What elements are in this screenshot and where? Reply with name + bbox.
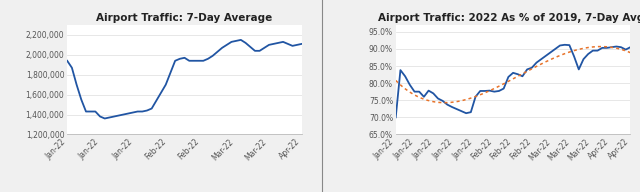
Title: Airport Traffic: 2022 As % of 2019, 7-Day Avg.: Airport Traffic: 2022 As % of 2019, 7-Da… [378,13,640,23]
Title: Airport Traffic: 7-Day Average: Airport Traffic: 7-Day Average [97,13,273,23]
